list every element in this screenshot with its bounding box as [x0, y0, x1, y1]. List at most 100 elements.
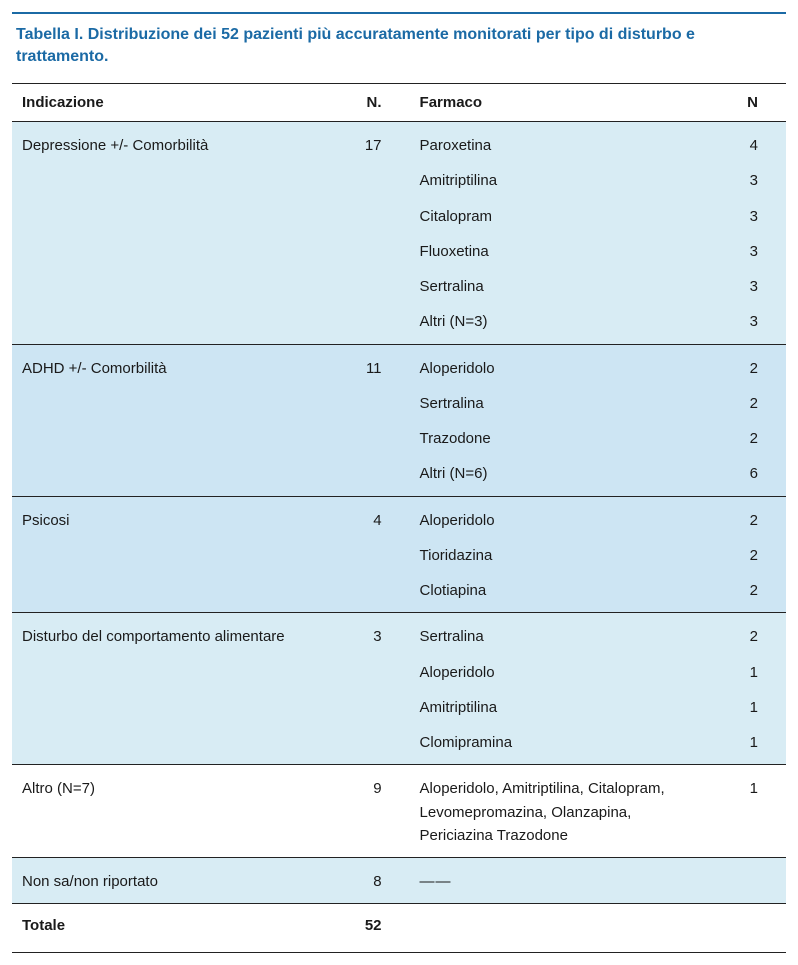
cell-indication	[12, 269, 320, 304]
cell-n1	[320, 163, 410, 198]
cell-drug: Altri (N=6)	[410, 456, 698, 496]
caption-label: Tabella I.	[16, 26, 83, 43]
cell-n1: 4	[320, 496, 410, 538]
cell-drug: Sertralina	[410, 386, 698, 421]
total-empty1	[410, 904, 698, 952]
table-row: Non sa/non riportato8——	[12, 858, 786, 904]
cell-indication	[12, 538, 320, 573]
table-row: Altro (N=7)9Aloperidolo, Amitriptilina, …	[12, 765, 786, 858]
cell-n2: 2	[697, 421, 786, 456]
cell-n1	[320, 269, 410, 304]
cell-indication	[12, 690, 320, 725]
cell-n1	[320, 304, 410, 344]
col-drug: Farmaco	[410, 84, 698, 122]
table-row: Amitriptilina3	[12, 163, 786, 198]
cell-n1	[320, 199, 410, 234]
cell-n2: 3	[697, 234, 786, 269]
caption-text: Distribuzione dei 52 pazienti più accura…	[16, 26, 695, 65]
cell-n1: 8	[320, 858, 410, 904]
cell-indication	[12, 234, 320, 269]
cell-n2: 3	[697, 163, 786, 198]
cell-indication	[12, 573, 320, 613]
col-indication: Indicazione	[12, 84, 320, 122]
table-row: Sertralina2	[12, 386, 786, 421]
col-n2: N	[697, 84, 786, 122]
cell-drug: ——	[410, 858, 698, 904]
cell-n2: 2	[697, 496, 786, 538]
cell-indication: Altro (N=7)	[12, 765, 320, 858]
cell-n1	[320, 690, 410, 725]
total-empty2	[697, 904, 786, 952]
cell-drug: Tioridazina	[410, 538, 698, 573]
cell-n1: 9	[320, 765, 410, 858]
cell-n1	[320, 234, 410, 269]
table-body: Depressione +/- Comorbilità17Paroxetina4…	[12, 122, 786, 953]
cell-indication: Psicosi	[12, 496, 320, 538]
table-row: Sertralina3	[12, 269, 786, 304]
table-row: Tioridazina2	[12, 538, 786, 573]
cell-n2: 3	[697, 269, 786, 304]
cell-drug: Trazodone	[410, 421, 698, 456]
cell-indication	[12, 199, 320, 234]
cell-drug: Aloperidolo	[410, 655, 698, 690]
cell-n1	[320, 386, 410, 421]
table-row: Altri (N=3)3	[12, 304, 786, 344]
cell-n2: 6	[697, 456, 786, 496]
col-n1: N.	[320, 84, 410, 122]
table-row: Trazodone2	[12, 421, 786, 456]
total-n: 52	[320, 904, 410, 952]
table-row: Aloperidolo1	[12, 655, 786, 690]
cell-drug: Sertralina	[410, 269, 698, 304]
cell-drug: Altri (N=3)	[410, 304, 698, 344]
cell-indication	[12, 163, 320, 198]
cell-n2: 2	[697, 613, 786, 655]
cell-n1: 11	[320, 344, 410, 386]
cell-drug: Aloperidolo	[410, 496, 698, 538]
cell-n2: 2	[697, 386, 786, 421]
cell-indication	[12, 725, 320, 765]
cell-indication	[12, 421, 320, 456]
cell-indication: Depressione +/- Comorbilità	[12, 122, 320, 164]
cell-n2: 1	[697, 765, 786, 858]
cell-n1	[320, 725, 410, 765]
header-row: Indicazione N. Farmaco N	[12, 84, 786, 122]
cell-n2: 3	[697, 199, 786, 234]
cell-indication	[12, 304, 320, 344]
table-container: Tabella I. Distribuzione dei 52 pazienti…	[12, 12, 786, 953]
cell-n1	[320, 573, 410, 613]
table-row: Amitriptilina1	[12, 690, 786, 725]
cell-n2: 2	[697, 344, 786, 386]
cell-drug: Fluoxetina	[410, 234, 698, 269]
cell-drug: Paroxetina	[410, 122, 698, 164]
cell-drug: Aloperidolo, Amitriptilina, Citalopram, …	[410, 765, 698, 858]
cell-drug: Citalopram	[410, 199, 698, 234]
cell-n1	[320, 456, 410, 496]
cell-drug: Clomipramina	[410, 725, 698, 765]
cell-n2: 3	[697, 304, 786, 344]
cell-indication: ADHD +/- Comorbilità	[12, 344, 320, 386]
table-row: Depressione +/- Comorbilità17Paroxetina4	[12, 122, 786, 164]
cell-n2: 1	[697, 690, 786, 725]
cell-drug: Aloperidolo	[410, 344, 698, 386]
cell-n1	[320, 538, 410, 573]
cell-indication	[12, 386, 320, 421]
table-row: Psicosi4Aloperidolo2	[12, 496, 786, 538]
cell-n1: 17	[320, 122, 410, 164]
data-table: Indicazione N. Farmaco N Depressione +/-…	[12, 83, 786, 953]
cell-n2	[697, 858, 786, 904]
cell-drug: Clotiapina	[410, 573, 698, 613]
cell-indication	[12, 456, 320, 496]
cell-n2: 4	[697, 122, 786, 164]
table-row: Disturbo del comportamento alimentare3Se…	[12, 613, 786, 655]
table-row: Clomipramina1	[12, 725, 786, 765]
table-row: Fluoxetina3	[12, 234, 786, 269]
cell-n2: 2	[697, 538, 786, 573]
total-label: Totale	[12, 904, 320, 952]
cell-n2: 2	[697, 573, 786, 613]
cell-indication: Disturbo del comportamento alimentare	[12, 613, 320, 655]
table-row: Clotiapina2	[12, 573, 786, 613]
cell-n1: 3	[320, 613, 410, 655]
table-row: ADHD +/- Comorbilità11Aloperidolo2	[12, 344, 786, 386]
cell-indication	[12, 655, 320, 690]
cell-drug: Amitriptilina	[410, 690, 698, 725]
